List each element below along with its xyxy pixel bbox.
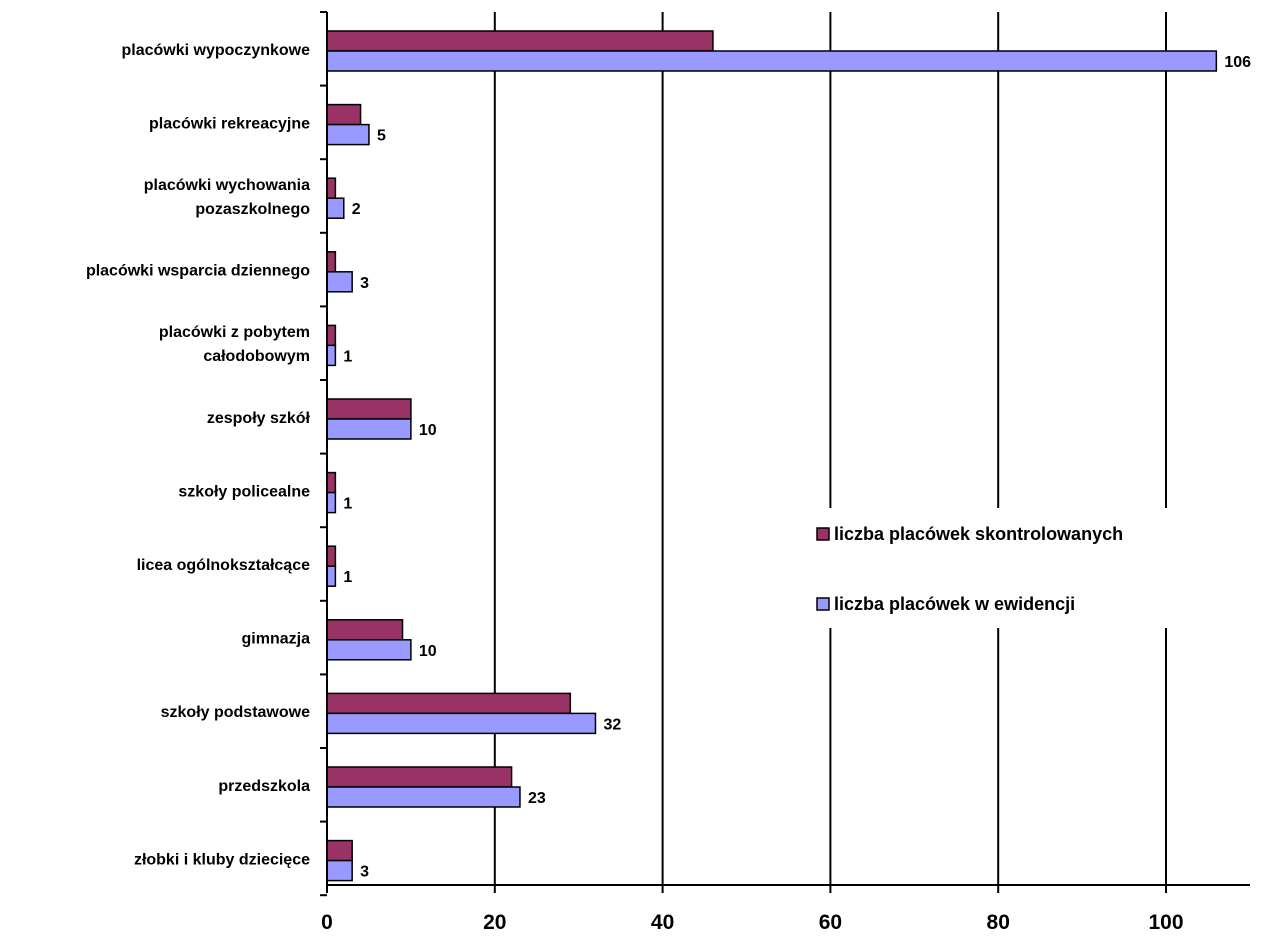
bar-series2-8 bbox=[326, 639, 412, 661]
value-label: 2 bbox=[352, 201, 361, 218]
bar-series2-6 bbox=[326, 491, 337, 514]
bar-series1-9 bbox=[326, 692, 572, 715]
value-label: 3 bbox=[360, 864, 369, 881]
bar-series2-3 bbox=[326, 271, 353, 293]
bars bbox=[326, 30, 1218, 882]
value-label: 10 bbox=[419, 422, 437, 439]
bar-series1-6 bbox=[326, 471, 337, 494]
x-tick-label: 80 bbox=[987, 911, 1010, 934]
bar-series2-1 bbox=[326, 123, 370, 146]
category-label: pozaszkolnego bbox=[195, 201, 310, 218]
bar-series1-2 bbox=[326, 177, 337, 199]
category-label: placówki rekreacyjne bbox=[149, 115, 310, 132]
legend-label-1: liczba placówek skontrolowanych bbox=[834, 524, 1123, 544]
x-tick-labels: 0 20 40 60 80 100 bbox=[321, 911, 1183, 934]
bar-series2-7 bbox=[326, 565, 337, 587]
value-label: 1 bbox=[343, 348, 352, 365]
x-tick-label: 60 bbox=[819, 911, 842, 934]
value-label: 106 bbox=[1224, 54, 1251, 71]
category-labels: placówki wypoczynkowe placówki rekreacyjn… bbox=[86, 42, 311, 869]
x-tick-label: 0 bbox=[321, 911, 333, 934]
bar-series2-11 bbox=[326, 859, 353, 882]
bar-series1-7 bbox=[326, 545, 337, 567]
category-label: licea ogólnokształcące bbox=[137, 557, 311, 574]
bar-series1-10 bbox=[326, 766, 513, 788]
bar-series2-4 bbox=[326, 344, 337, 367]
bar-series2-10 bbox=[326, 786, 521, 808]
legend: liczba placówek skontrolowanych liczba pl… bbox=[816, 524, 1123, 614]
bar-series2-9 bbox=[326, 712, 597, 735]
value-label: 23 bbox=[528, 790, 546, 807]
category-label: zespoły szkół bbox=[207, 410, 311, 427]
value-label: 32 bbox=[603, 716, 621, 733]
category-label: szkoły policealne bbox=[178, 483, 310, 500]
bar-series1-0 bbox=[326, 30, 714, 52]
legend-swatch-2 bbox=[816, 597, 830, 611]
bar-series2-0 bbox=[326, 50, 1218, 72]
category-label: złobki i kluby dziecięce bbox=[134, 851, 310, 868]
legend-swatch-1 bbox=[816, 527, 830, 541]
bar-series1-11 bbox=[326, 839, 353, 862]
axes bbox=[320, 11, 1250, 897]
gridlines bbox=[493, 12, 1167, 885]
legend-label-2: liczba placówek w ewidencji bbox=[834, 594, 1075, 614]
bar-series2-2 bbox=[326, 197, 345, 219]
bar-series2-5 bbox=[326, 418, 412, 440]
bar-series1-5 bbox=[326, 398, 412, 420]
category-label: placówki wychowania bbox=[144, 177, 310, 194]
category-label: placówki wypoczynkowe bbox=[122, 42, 311, 59]
category-label: placówki wsparcia dziennego bbox=[86, 263, 310, 280]
bar-series1-1 bbox=[326, 103, 362, 126]
value-label: 1 bbox=[343, 569, 352, 586]
x-tick-label: 40 bbox=[651, 911, 674, 934]
category-label: całodobowym bbox=[203, 348, 310, 365]
value-label: 10 bbox=[419, 643, 437, 660]
category-label: placówki z pobytem bbox=[159, 324, 310, 341]
category-label: szkoły podstawowe bbox=[161, 704, 310, 721]
x-tick-label: 20 bbox=[483, 911, 506, 934]
bar-series1-3 bbox=[326, 251, 337, 273]
bar-series1-8 bbox=[326, 619, 404, 641]
category-label: gimnazja bbox=[242, 631, 311, 648]
value-label: 1 bbox=[343, 496, 352, 513]
x-tick-label: 100 bbox=[1148, 911, 1183, 934]
value-label: 5 bbox=[377, 128, 386, 145]
bar-series1-4 bbox=[326, 324, 337, 347]
value-label: 3 bbox=[360, 275, 369, 292]
category-label: przedszkola bbox=[218, 778, 310, 795]
